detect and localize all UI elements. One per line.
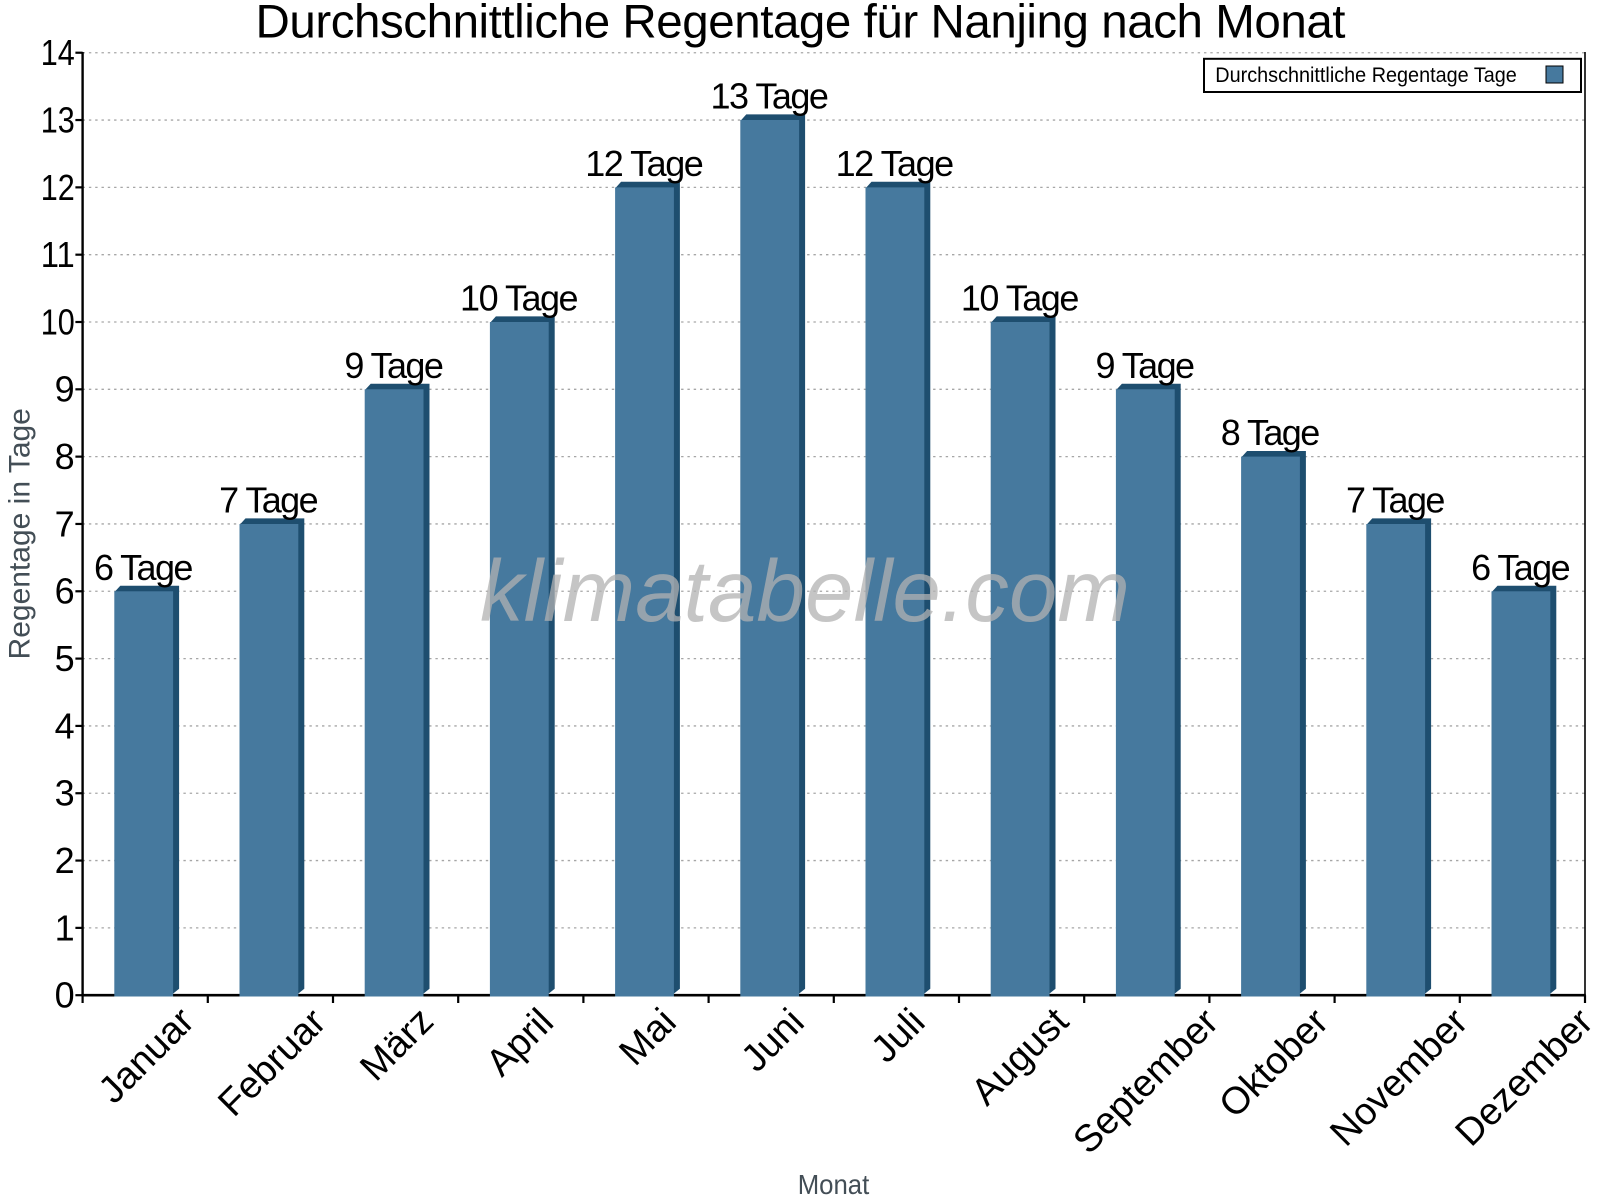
svg-text:9 Tage: 9 Tage (1096, 345, 1196, 386)
svg-text:12 Tage: 12 Tage (585, 143, 704, 184)
svg-text:13: 13 (41, 99, 75, 140)
svg-text:7 Tage: 7 Tage (219, 480, 319, 521)
svg-text:6 Tage: 6 Tage (1471, 547, 1571, 588)
svg-text:9 Tage: 9 Tage (344, 345, 444, 386)
svg-text:9: 9 (55, 369, 75, 410)
svg-text:2: 2 (55, 840, 75, 881)
svg-text:5: 5 (55, 638, 75, 679)
svg-text:Monat: Monat (798, 1169, 870, 1200)
svg-text:8 Tage: 8 Tage (1221, 412, 1321, 453)
svg-text:11: 11 (41, 234, 75, 275)
svg-text:13 Tage: 13 Tage (710, 76, 829, 117)
svg-text:Regentage in Tage: Regentage in Tage (3, 408, 36, 659)
svg-text:4: 4 (55, 705, 75, 746)
svg-text:10: 10 (41, 301, 75, 342)
svg-text:10 Tage: 10 Tage (961, 278, 1080, 319)
svg-text:14: 14 (41, 32, 75, 73)
svg-text:7: 7 (55, 503, 75, 544)
svg-text:6 Tage: 6 Tage (94, 547, 194, 588)
svg-text:7 Tage: 7 Tage (1346, 480, 1446, 521)
svg-text:1: 1 (55, 907, 75, 948)
svg-text:12 Tage: 12 Tage (836, 143, 955, 184)
svg-text:8: 8 (55, 436, 75, 477)
svg-text:3: 3 (55, 773, 75, 814)
svg-text:Durchschnittliche Regentage Ta: Durchschnittliche Regentage Tage (1215, 63, 1517, 87)
svg-text:klimatabelle.com: klimatabelle.com (480, 543, 1130, 640)
svg-text:6: 6 (55, 571, 75, 612)
svg-text:12: 12 (41, 167, 75, 208)
svg-text:0: 0 (55, 975, 75, 1016)
svg-text:10 Tage: 10 Tage (460, 278, 579, 319)
svg-text:Durchschnittliche Regentage fü: Durchschnittliche Regentage für Nanjing … (256, 0, 1346, 49)
